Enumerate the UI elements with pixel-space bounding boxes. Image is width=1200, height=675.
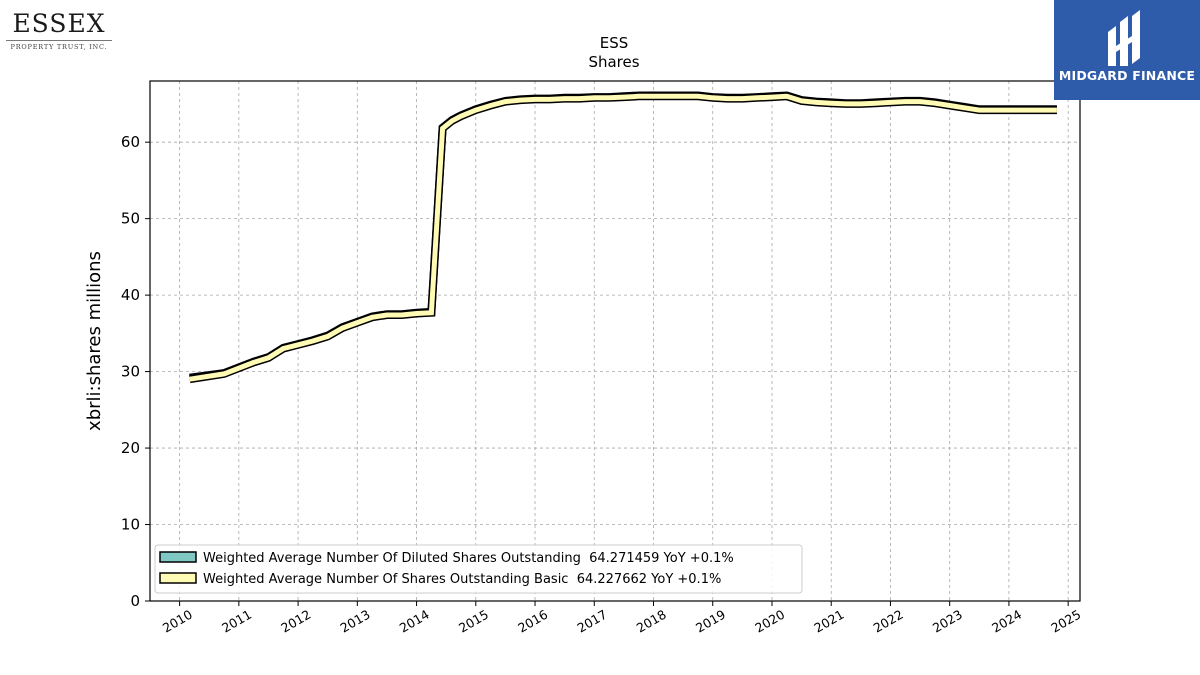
x-tick-label: 2017 [574, 607, 609, 636]
x-tick-label: 2021 [811, 607, 846, 636]
essex-logo-subtitle: PROPERTY TRUST, INC. [10, 43, 108, 51]
x-tick-label: 2012 [278, 607, 313, 636]
x-tick-label: 2024 [989, 607, 1024, 636]
y-tick-label: 10 [121, 516, 140, 534]
x-tick-label: 2010 [160, 607, 195, 636]
legend-swatch [159, 572, 197, 584]
x-tick-label: 2011 [219, 607, 254, 636]
x-tick-label: 2023 [930, 607, 965, 636]
legend: Weighted Average Number Of Diluted Share… [154, 544, 803, 594]
x-tick-label: 2016 [515, 607, 550, 636]
essex-logo-rule [6, 40, 112, 41]
x-tick-label: 2015 [456, 607, 491, 636]
midgard-mark-icon [1108, 10, 1140, 66]
x-tick-label: 2020 [752, 607, 787, 636]
midgard-logo-name: MIDGARD FINANCE [1058, 68, 1196, 83]
essex-logo-name: ESSEX [12, 9, 106, 38]
y-tick-label: 0 [130, 592, 140, 610]
x-tick-label: 2018 [634, 607, 669, 636]
x-tick-label: 2019 [693, 607, 728, 636]
y-tick-label: 50 [121, 210, 140, 228]
legend-label: Weighted Average Number Of Shares Outsta… [203, 572, 721, 587]
y-tick-label: 60 [121, 133, 140, 151]
plot-area-frame [149, 80, 1081, 602]
legend-label: Weighted Average Number Of Diluted Share… [203, 551, 734, 566]
midgard-finance-logo: MIDGARD FINANCE [1054, 0, 1200, 100]
x-tick-label: 2014 [397, 607, 432, 636]
essex-logo: ESSEX PROPERTY TRUST, INC. [6, 10, 112, 51]
x-tick-label: 2013 [338, 607, 373, 636]
legend-box [154, 544, 803, 594]
chart-subtitle: Shares [588, 53, 639, 71]
y-tick-label: 40 [121, 286, 140, 304]
x-tick-label: 2022 [871, 607, 906, 636]
grid-lines [150, 81, 1080, 602]
series-line [189, 93, 1057, 382]
y-axis-label: xbrli:shares millions [84, 251, 105, 431]
y-tick-label: 20 [121, 439, 140, 457]
legend-swatch [159, 551, 197, 563]
x-tick-label: 2025 [1048, 607, 1083, 636]
series-lines [189, 91, 1057, 384]
chart-title: ESS [600, 34, 629, 52]
y-tick-label: 30 [121, 363, 140, 381]
